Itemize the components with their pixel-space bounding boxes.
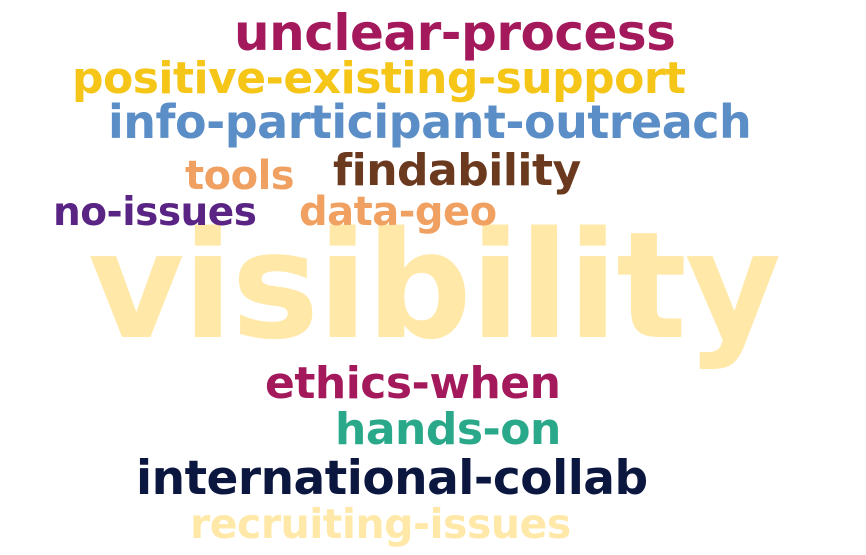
word-positive-existing-support: positive-existing-support <box>72 53 686 104</box>
word-visibility: visibility <box>88 200 781 372</box>
word-no-issues: no-issues <box>53 190 257 235</box>
word-data-geo: data-geo <box>299 189 497 235</box>
word-ethics-when: ethics-when <box>265 358 561 409</box>
word-info-participant-outreach: info-participant-outreach <box>108 95 752 149</box>
word-unclear-process: unclear-process <box>234 4 676 62</box>
word-tools: tools <box>185 153 295 199</box>
word-recruiting-issues: recruiting-issues <box>190 500 571 548</box>
word-international-collab: international-collab <box>136 451 648 506</box>
word-hands-on: hands-on <box>335 404 561 455</box>
word-findability: findability <box>333 145 581 196</box>
